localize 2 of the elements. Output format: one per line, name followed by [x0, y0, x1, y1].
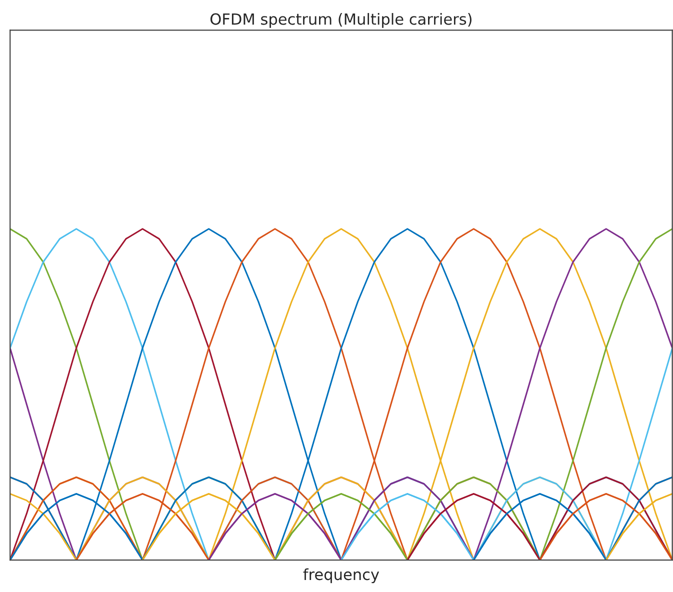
- x-axis-title: frequency: [303, 568, 380, 584]
- chart-title: OFDM spectrum (Multiple carriers): [210, 13, 472, 28]
